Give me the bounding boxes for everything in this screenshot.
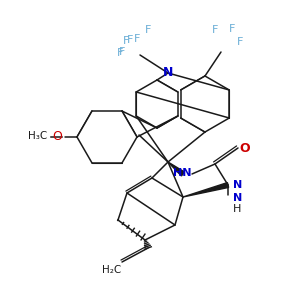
- Polygon shape: [168, 162, 184, 176]
- Text: N: N: [233, 193, 242, 203]
- Text: F: F: [119, 47, 125, 57]
- Text: F: F: [212, 25, 218, 35]
- Text: F: F: [123, 36, 129, 46]
- Text: F: F: [127, 35, 133, 45]
- Text: H₂C: H₂C: [102, 265, 122, 275]
- Polygon shape: [183, 183, 229, 197]
- Text: F: F: [229, 24, 235, 34]
- Text: F: F: [237, 37, 243, 47]
- Text: F: F: [145, 25, 151, 35]
- Text: H: H: [233, 204, 242, 214]
- Text: HN: HN: [173, 168, 191, 178]
- Text: N: N: [233, 180, 242, 190]
- Text: O: O: [52, 130, 62, 143]
- Text: N: N: [163, 67, 173, 80]
- Text: H₃C: H₃C: [28, 131, 48, 141]
- Text: F: F: [117, 48, 123, 58]
- Text: O: O: [240, 142, 250, 154]
- Text: F: F: [134, 34, 140, 44]
